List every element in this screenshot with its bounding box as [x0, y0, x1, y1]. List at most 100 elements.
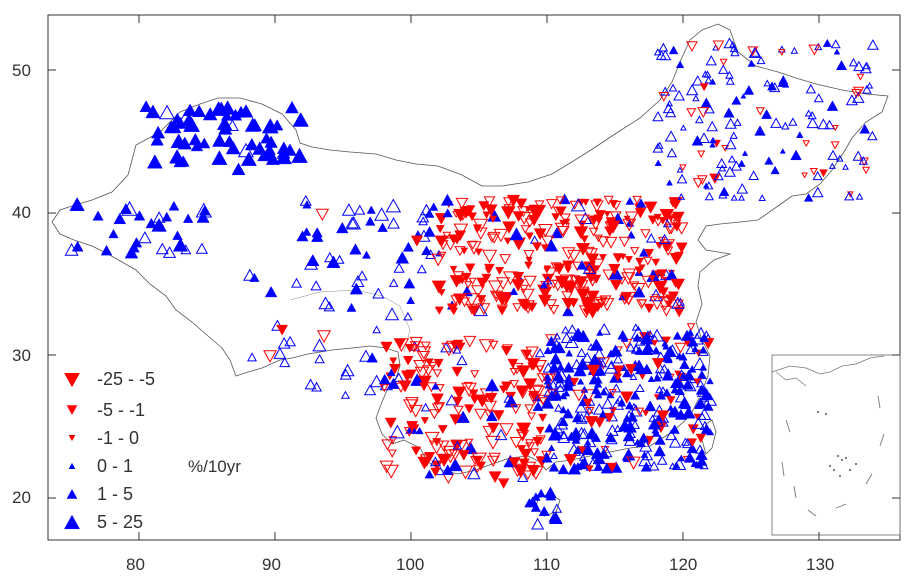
station-marker [592, 347, 606, 360]
station-marker [691, 75, 704, 86]
station-marker [608, 344, 623, 357]
station-marker [694, 115, 704, 124]
station-marker [455, 342, 466, 352]
station-marker [510, 404, 522, 415]
station-marker [623, 295, 634, 306]
station-marker [431, 403, 444, 415]
station-marker [459, 297, 471, 308]
legend-marker [64, 373, 80, 388]
station-marker [625, 342, 636, 352]
station-marker [822, 38, 832, 47]
station-marker [584, 272, 598, 284]
station-marker [366, 205, 376, 214]
station-marker [842, 163, 849, 170]
station-marker [817, 118, 830, 130]
station-marker [673, 89, 685, 101]
station-marker [861, 166, 871, 175]
station-marker [830, 39, 841, 49]
station-marker [749, 46, 761, 57]
station-marker [495, 277, 511, 291]
station-marker [613, 424, 622, 432]
station-marker [585, 290, 600, 303]
station-marker [680, 399, 691, 410]
unit-label: %/10yr [188, 457, 241, 476]
station-marker [619, 391, 634, 404]
station-marker [628, 404, 643, 417]
station-markers [64, 37, 879, 530]
station-marker [100, 244, 113, 256]
station-marker [419, 382, 429, 392]
station-marker [456, 354, 468, 366]
station-marker [512, 271, 525, 283]
station-marker [723, 37, 736, 49]
station-marker [554, 206, 567, 217]
station-marker [556, 362, 565, 371]
station-marker [582, 262, 596, 274]
station-marker [852, 86, 865, 97]
station-marker [500, 206, 516, 220]
station-marker [340, 363, 355, 377]
station-marker [573, 226, 589, 240]
station-marker [482, 211, 491, 219]
station-marker [831, 125, 839, 132]
station-marker [315, 208, 330, 222]
station-marker [302, 200, 312, 209]
station-marker [403, 277, 416, 289]
station-marker [644, 248, 655, 258]
station-marker [669, 378, 681, 389]
station-marker [675, 352, 684, 360]
station-marker [108, 228, 119, 239]
station-marker [570, 197, 586, 212]
station-marker [548, 462, 560, 472]
station-marker [346, 302, 357, 312]
station-marker [225, 140, 241, 155]
station-marker [336, 221, 349, 234]
station-marker [699, 392, 710, 402]
station-marker [647, 375, 656, 382]
station-marker [866, 39, 879, 50]
station-marker [532, 437, 544, 447]
station-marker [517, 298, 529, 310]
y-tick-label: 20 [12, 488, 31, 507]
station-marker [668, 405, 682, 418]
station-marker [424, 469, 435, 479]
station-marker [585, 457, 601, 471]
station-marker [561, 297, 575, 310]
station-marker [145, 217, 158, 229]
station-marker [779, 148, 786, 154]
station-marker [554, 222, 571, 237]
station-marker [667, 291, 680, 302]
station-marker [121, 200, 138, 216]
station-marker [593, 417, 606, 429]
station-marker [481, 249, 498, 264]
station-marker [672, 457, 687, 470]
station-marker [359, 349, 373, 362]
station-marker [482, 425, 496, 438]
station-marker [428, 440, 445, 455]
station-marker [573, 364, 587, 377]
station-marker [384, 307, 400, 321]
station-marker [567, 249, 581, 263]
station-marker [777, 49, 786, 56]
station-marker [474, 248, 483, 256]
station-marker [858, 156, 869, 165]
station-marker [598, 359, 608, 368]
station-marker [465, 303, 478, 315]
station-marker [540, 244, 550, 252]
station-marker [247, 352, 258, 362]
station-marker [802, 140, 811, 148]
station-marker [212, 133, 228, 147]
station-marker [622, 268, 637, 281]
station-marker [704, 75, 713, 84]
station-marker [520, 225, 531, 234]
station-marker [593, 379, 603, 388]
station-marker [729, 44, 739, 53]
station-marker [807, 110, 817, 120]
station-marker [453, 223, 469, 237]
station-marker [516, 430, 530, 442]
station-marker [781, 121, 790, 130]
station-marker [437, 425, 448, 435]
station-marker [625, 196, 635, 205]
station-marker [405, 397, 419, 410]
station-marker [608, 263, 621, 276]
